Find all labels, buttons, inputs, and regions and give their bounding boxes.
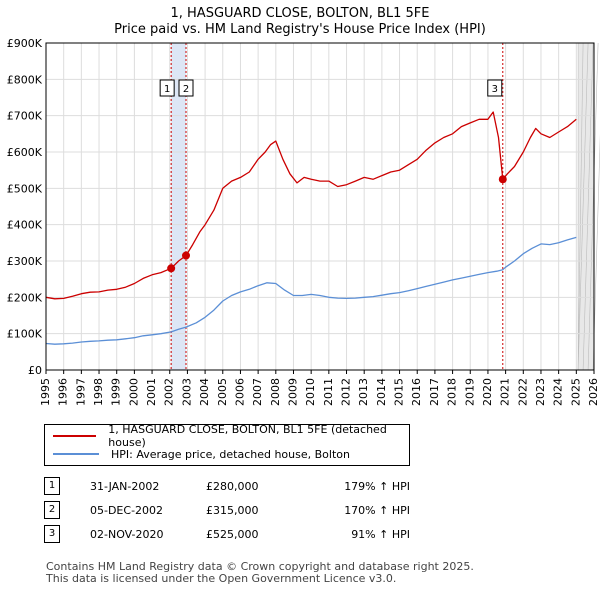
sales-table: 1 31-JAN-2002 £280,000 179% ↑ HPI 2 05-D… <box>44 474 410 546</box>
sale-date: 31-JAN-2002 <box>90 479 160 493</box>
x-tick-label: 1999 <box>110 378 123 406</box>
x-tick-label: 2017 <box>428 378 441 406</box>
y-tick-label: £900K <box>7 37 43 50</box>
plot-frame <box>45 42 595 371</box>
x-tick-label: 1998 <box>92 378 105 406</box>
x-tick-label: 2021 <box>499 378 512 406</box>
legend-swatch-hpi <box>53 453 99 455</box>
y-tick-label: £800K <box>7 73 43 86</box>
x-tick-label: 2001 <box>145 378 158 406</box>
sale-period-band <box>171 43 187 370</box>
x-tick-label: 2022 <box>516 378 529 406</box>
x-tick-label: 2015 <box>393 378 406 406</box>
sale-hpi: 91% ↑ HPI <box>351 527 410 541</box>
x-tick-label: 1995 <box>39 378 52 406</box>
x-tick-label: 2016 <box>410 378 423 406</box>
hatch-line <box>592 134 600 371</box>
x-tick-label: 2013 <box>357 378 370 406</box>
x-tick-label: 2014 <box>375 378 388 406</box>
sale-label-number: 2 <box>183 84 189 95</box>
x-tick-label: 2005 <box>216 378 229 406</box>
footer-license: This data is licensed under the Open Gov… <box>46 572 397 585</box>
sale-price: £315,000 <box>206 503 259 517</box>
x-tick-label: 2012 <box>340 378 353 406</box>
x-tick-label: 2020 <box>481 378 494 406</box>
sale-label-number: 1 <box>164 84 170 95</box>
sale-hpi: 179% ↑ HPI <box>344 479 410 493</box>
y-tick-label: £400K <box>7 219 43 232</box>
x-tick-label: 2025 <box>569 378 582 406</box>
footer-copyright: Contains HM Land Registry data © Crown c… <box>46 560 474 573</box>
x-tick-label: 2018 <box>446 378 459 406</box>
sale-date: 05-DEC-2002 <box>90 503 164 517</box>
sale-point <box>498 175 507 184</box>
x-tick-label: 2026 <box>587 378 600 406</box>
sale-label-box <box>159 79 175 97</box>
sale-number-box: 3 <box>44 525 60 543</box>
price-chart: £0 £100K £200K £300K £400K £500K £600K £700K £80… <box>7 37 600 406</box>
sale-number-box: 2 <box>44 501 60 519</box>
hatch-line <box>587 42 599 371</box>
property-price-line <box>45 111 577 300</box>
x-tick-label: 2006 <box>233 378 246 406</box>
x-tick-label: 2019 <box>463 378 476 406</box>
y-tick-label: £200K <box>7 291 43 304</box>
y-tick-label: £700K <box>7 110 43 123</box>
x-tick-label: 2003 <box>180 378 193 406</box>
x-tick-label: 2008 <box>269 378 282 406</box>
hatch-line <box>577 42 589 371</box>
sale-point <box>167 264 176 273</box>
sale-label-box <box>178 79 194 97</box>
legend-item-property: 1, HASGUARD CLOSE, BOLTON, BL1 5FE (deta… <box>53 423 409 449</box>
y-tick-label: £600K <box>7 146 43 159</box>
hatch-line <box>582 42 594 371</box>
x-tick-label: 2009 <box>286 378 299 406</box>
y-tick-label: £0 <box>28 364 42 377</box>
legend-label-hpi: HPI: Average price, detached house, Bolt… <box>111 447 350 461</box>
sale-price: £525,000 <box>206 527 259 541</box>
sale-number-box: 1 <box>44 477 60 495</box>
x-tick-label: 2007 <box>251 378 264 406</box>
sale-hpi: 170% ↑ HPI <box>344 503 410 517</box>
x-tick-label: 2004 <box>198 378 211 406</box>
y-tick-label: £300K <box>7 255 43 268</box>
hpi-line <box>45 236 577 345</box>
legend-item-hpi: HPI: Average price, detached house, Bolt… <box>53 446 350 462</box>
x-tick-label: 2000 <box>127 378 140 406</box>
x-tick-label: 2011 <box>322 378 335 406</box>
plot-area <box>46 43 594 370</box>
legend-label-property: 1, HASGUARD CLOSE, BOLTON, BL1 5FE (deta… <box>108 423 387 449</box>
table-row: 2 05-DEC-2002 £315,000 170% ↑ HPI <box>44 498 410 522</box>
table-row: 3 02-NOV-2020 £525,000 91% ↑ HPI <box>44 522 410 546</box>
sale-date: 02-NOV-2020 <box>90 527 164 541</box>
x-tick-label: 2024 <box>552 378 565 406</box>
sale-price: £280,000 <box>206 479 259 493</box>
x-tick-label: 1997 <box>74 378 87 406</box>
legend: 1, HASGUARD CLOSE, BOLTON, BL1 5FE (deta… <box>44 423 410 466</box>
legend-swatch-property <box>53 435 97 437</box>
x-tick-label: 2002 <box>163 378 176 406</box>
table-row: 1 31-JAN-2002 £280,000 179% ↑ HPI <box>44 474 410 498</box>
sale-label-number: 3 <box>492 84 498 95</box>
x-tick-label: 1996 <box>57 378 70 406</box>
chart-title-line1: 1, HASGUARD CLOSE, BOLTON, BL1 5FE <box>170 6 430 21</box>
chart-title-line2: Price paid vs. HM Land Registry's House … <box>114 22 486 37</box>
y-tick-label: £100K <box>7 328 43 341</box>
hatch-line <box>577 42 584 371</box>
y-tick-label: £500K <box>7 182 43 195</box>
sale-label-box <box>487 79 503 97</box>
sale-point <box>182 251 191 260</box>
x-tick-label: 2010 <box>304 378 317 406</box>
x-tick-label: 2023 <box>534 378 547 406</box>
